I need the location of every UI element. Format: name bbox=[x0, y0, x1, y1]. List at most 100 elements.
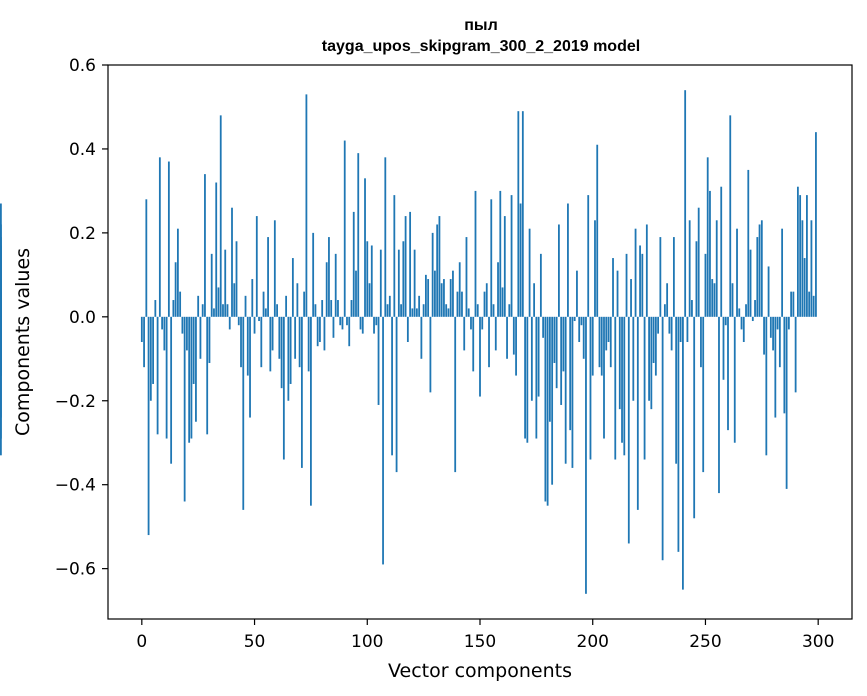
bar-256 bbox=[718, 316, 720, 494]
bar-90 bbox=[343, 140, 346, 317]
bar-125 bbox=[422, 304, 425, 317]
bar-70 bbox=[298, 316, 301, 368]
bar-144 bbox=[465, 237, 468, 317]
bar-176 bbox=[537, 316, 540, 397]
bar-191 bbox=[571, 316, 574, 468]
bar-269 bbox=[747, 169, 750, 317]
bar-254 bbox=[713, 283, 716, 317]
bar-85 bbox=[332, 316, 335, 338]
bar-214 bbox=[623, 316, 626, 456]
bar-5 bbox=[152, 316, 154, 384]
bar-165 bbox=[512, 316, 515, 355]
bar-250 bbox=[704, 253, 707, 317]
bar-43 bbox=[237, 316, 240, 326]
bar-221 bbox=[639, 245, 641, 317]
bar-136 bbox=[447, 308, 450, 317]
bar-27 bbox=[201, 304, 204, 317]
bar-46 bbox=[244, 295, 247, 317]
bar-115 bbox=[400, 304, 402, 317]
bar-42 bbox=[235, 241, 238, 317]
bar-293 bbox=[801, 220, 804, 317]
bar-121 bbox=[413, 249, 416, 317]
bar-222 bbox=[641, 253, 644, 317]
bar-134 bbox=[443, 279, 445, 317]
bar-193 bbox=[576, 270, 578, 317]
bar-92 bbox=[348, 316, 351, 347]
x-tick-label: 250 bbox=[689, 632, 721, 652]
bar-294 bbox=[803, 258, 806, 317]
bar-182 bbox=[551, 316, 554, 485]
bar-241 bbox=[684, 90, 687, 317]
bar-150 bbox=[479, 316, 481, 397]
bar-279 bbox=[769, 316, 772, 338]
bar-25 bbox=[197, 295, 200, 317]
bar-104 bbox=[375, 316, 378, 326]
bar-142 bbox=[461, 291, 463, 317]
bar-202 bbox=[596, 144, 599, 317]
bar-96 bbox=[357, 153, 360, 317]
bar-31 bbox=[210, 253, 213, 317]
bar-184 bbox=[555, 316, 558, 389]
bar-283 bbox=[778, 316, 781, 368]
bar-272 bbox=[754, 300, 756, 317]
bar-129 bbox=[431, 232, 434, 317]
bar-4 bbox=[149, 316, 152, 401]
bar-undefined bbox=[0, 224, 2, 317]
bar-217 bbox=[630, 279, 632, 317]
bar-138 bbox=[452, 270, 454, 317]
bar-39 bbox=[228, 316, 231, 330]
bar-9 bbox=[161, 316, 164, 330]
bar-170 bbox=[524, 316, 526, 439]
bar-110 bbox=[388, 295, 391, 317]
bar-21 bbox=[188, 316, 191, 443]
bar-15 bbox=[174, 262, 177, 317]
bar-124 bbox=[420, 316, 423, 359]
bar-141 bbox=[458, 262, 461, 317]
bar-91 bbox=[346, 316, 348, 326]
bar-251 bbox=[706, 157, 709, 317]
bar-146 bbox=[470, 316, 472, 330]
bar-171 bbox=[526, 316, 529, 443]
bar-58 bbox=[271, 316, 274, 351]
bar-29 bbox=[206, 316, 209, 435]
bar-169 bbox=[521, 111, 524, 317]
bar-65 bbox=[287, 316, 290, 401]
bar-133 bbox=[440, 283, 443, 317]
bar-194 bbox=[578, 316, 581, 342]
bar-253 bbox=[711, 279, 714, 317]
bar-271 bbox=[751, 316, 754, 322]
x-tick-label: 150 bbox=[464, 632, 496, 652]
bar-60 bbox=[276, 304, 278, 317]
bar-145 bbox=[467, 308, 470, 317]
chart-title: пыл bbox=[464, 17, 498, 34]
bar-106 bbox=[379, 249, 382, 317]
bar-149 bbox=[476, 304, 479, 317]
bar-47 bbox=[246, 316, 249, 376]
bar-66 bbox=[289, 316, 292, 384]
bar-276 bbox=[763, 316, 765, 355]
bar-44 bbox=[240, 316, 242, 368]
bar-183 bbox=[553, 316, 556, 363]
bar-131 bbox=[436, 224, 439, 317]
y-tick-label: −0.6 bbox=[55, 560, 96, 580]
bar-23 bbox=[192, 316, 195, 384]
bar-295 bbox=[806, 195, 808, 317]
bar-59 bbox=[273, 220, 276, 317]
bar-93 bbox=[350, 300, 353, 317]
bar-14 bbox=[172, 300, 175, 317]
bar-10 bbox=[163, 316, 166, 351]
bar-6 bbox=[154, 300, 157, 317]
bar-249 bbox=[702, 316, 705, 473]
bar-51 bbox=[255, 216, 258, 317]
bar-209 bbox=[612, 258, 614, 317]
bar-28 bbox=[204, 174, 206, 317]
y-axis-label: Components values bbox=[12, 248, 34, 436]
bar-158 bbox=[497, 262, 499, 317]
bar-270 bbox=[749, 249, 752, 317]
bar-71 bbox=[300, 316, 303, 468]
bar-41 bbox=[233, 283, 236, 317]
bar-152 bbox=[483, 291, 486, 317]
bars-group bbox=[0, 90, 817, 594]
bar-2 bbox=[145, 199, 148, 317]
